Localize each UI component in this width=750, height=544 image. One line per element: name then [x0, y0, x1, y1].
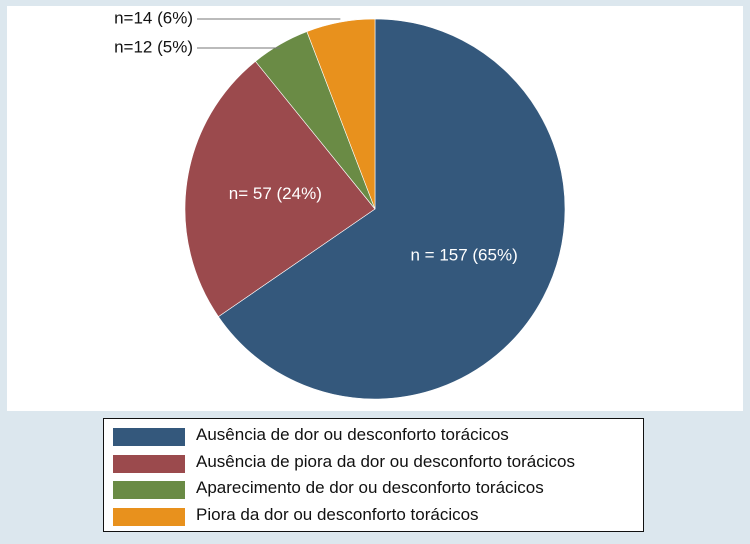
legend-item: Ausência de piora da dor ou desconforto … — [104, 450, 643, 477]
pie-slice — [184, 60, 376, 318]
pie-slice — [217, 18, 566, 400]
pie-slice — [306, 18, 376, 210]
legend-item: Ausência de dor ou desconforto torácicos — [104, 423, 643, 450]
slice-label-outside: n=14 (6%) — [114, 8, 193, 27]
slice-label: n= 57 (24%) — [229, 184, 322, 203]
legend-swatch — [113, 507, 185, 526]
legend-swatch — [113, 428, 185, 446]
legend-item: Piora da dor ou desconforto torácicos — [104, 503, 643, 530]
legend-label: Piora da dor ou desconforto torácicos — [196, 504, 479, 524]
slice-labels: n = 157 (65%) n= 57 (24%) n=14 (6%) n=12 (5… — [114, 8, 518, 264]
legend-label: Ausência de dor ou desconforto torácicos — [196, 425, 509, 444]
legend-swatch — [113, 454, 185, 473]
leader-lines — [197, 18, 341, 49]
legend-swatch — [113, 481, 185, 499]
legend-item: Aparecimento de dor ou desconforto torác… — [104, 476, 643, 503]
slice-label-outside: n=12 (5%) — [114, 37, 193, 56]
pie-slices — [184, 18, 566, 400]
legend: Ausência de dor ou desconforto torácicos… — [103, 418, 644, 532]
legend-label: Ausência de piora da dor ou desconforto … — [196, 451, 575, 471]
slice-label: n = 157 (65%) — [410, 245, 517, 264]
legend-label: Aparecimento de dor ou desconforto torác… — [196, 478, 544, 497]
